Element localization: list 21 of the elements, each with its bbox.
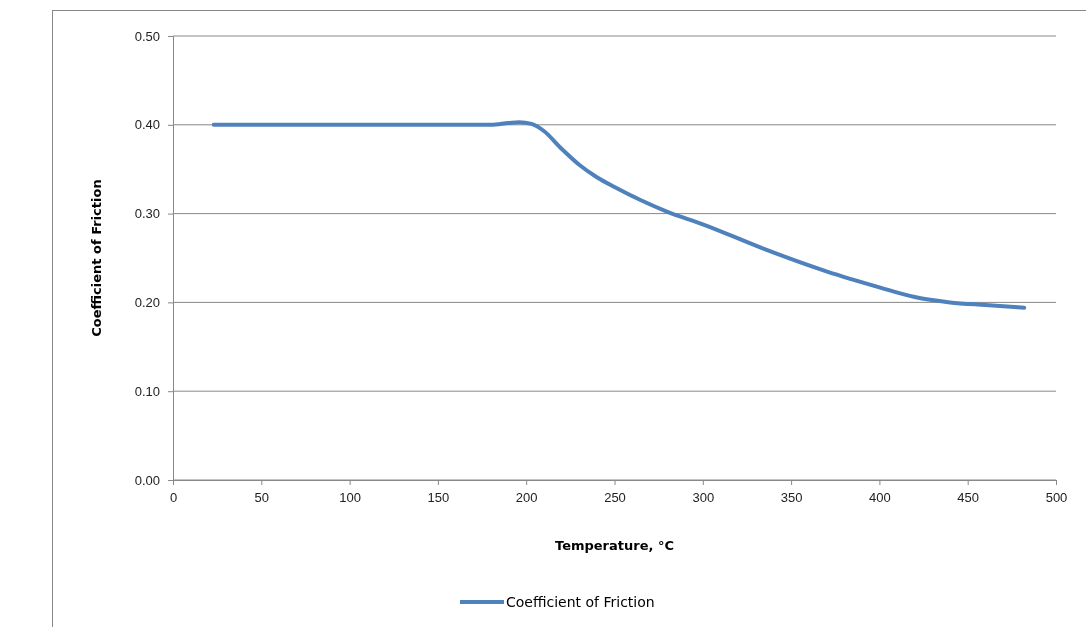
y-tick-label: 0.20 xyxy=(134,295,160,311)
y-tick-label: 0.40 xyxy=(134,117,160,133)
y-tick-label: 0.30 xyxy=(134,206,160,222)
line-series xyxy=(211,120,1027,310)
x-tick-label: 450 xyxy=(957,490,980,506)
x-tick-label: 500 xyxy=(1045,490,1068,506)
x-tick-label: 50 xyxy=(254,490,270,506)
x-tick-label: 0 xyxy=(169,490,178,506)
x-tick-label: 100 xyxy=(339,490,361,506)
x-axis-title: Temperature, °C xyxy=(554,538,675,553)
y-tick-label: 0.10 xyxy=(134,383,160,399)
x-tick-label: 250 xyxy=(604,490,626,506)
x-tick-label: 150 xyxy=(427,490,450,506)
x-tick-label: 200 xyxy=(515,490,538,506)
y-tick-label: 0.50 xyxy=(134,28,160,44)
y-axis-title: Coefficient of Friction xyxy=(89,179,104,337)
x-tick-label: 400 xyxy=(869,490,891,506)
legend-label: Coefficient of Friction xyxy=(506,594,655,610)
x-tick-label: 300 xyxy=(692,490,715,506)
y-tick-label: 0.00 xyxy=(134,472,160,488)
x-tick-label: 350 xyxy=(780,490,803,506)
